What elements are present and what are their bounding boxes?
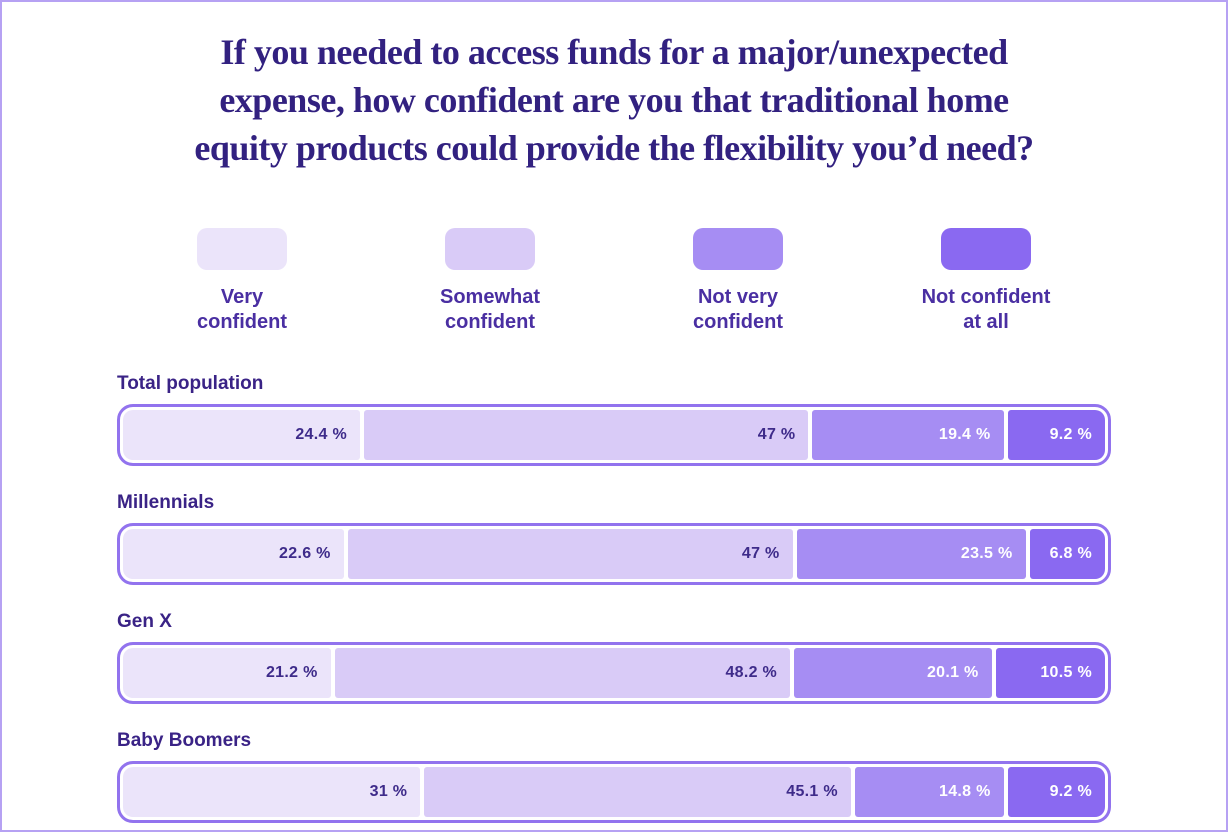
bar-segment-somewhat-confident: 48.2 % — [334, 648, 791, 698]
segment-value-label: 19.4 % — [938, 426, 991, 443]
segment-value-label: 6.8 % — [1049, 545, 1092, 562]
segment-value-label: 22.6 % — [279, 545, 331, 562]
segment-value-label: 9.2 % — [1049, 426, 1092, 443]
bar-segment-not-very-confident: 23.5 % — [796, 529, 1026, 579]
bar-segment-very-confident: 24.4 % — [123, 410, 360, 460]
segment-value-label: 23.5 % — [960, 545, 1013, 562]
legend-swatch — [445, 228, 535, 270]
legend-item-somewhat-confident: Somewhat confident — [410, 228, 570, 335]
stacked-bar-chart: Total population 24.4 % 47 % 19.4 % 9.2 … — [117, 372, 1111, 823]
segment-value-label: 47 % — [757, 426, 796, 443]
bar-segment-not-very-confident: 19.4 % — [812, 410, 1004, 460]
segment-value-label: 21.2 % — [265, 664, 318, 681]
stacked-bar: 31 % 45.1 % 14.8 % 9.2 % — [117, 761, 1111, 823]
legend-swatch — [693, 228, 783, 270]
bar-segment-not-confident-at-all: 9.2 % — [1007, 767, 1106, 817]
chart-title: If you needed to access funds for a majo… — [2, 2, 1226, 172]
bar-row-millennials: Millennials 22.6 % 47 % 23.5 % 6.8 % — [117, 491, 1111, 585]
segment-value-label: 9.2 % — [1049, 783, 1093, 800]
legend-label: Somewhat confident — [439, 286, 541, 333]
bar-segment-not-very-confident: 20.1 % — [794, 648, 992, 698]
bar-row-label: Millennials — [117, 492, 215, 513]
segment-value-label: 45.1 % — [786, 783, 838, 800]
bar-row-total-population: Total population 24.4 % 47 % 19.4 % 9.2 … — [117, 372, 1111, 466]
segment-value-label: 24.4 % — [295, 426, 347, 443]
bar-segment-not-very-confident: 14.8 % — [854, 767, 1004, 817]
bar-row-label: Gen X — [117, 611, 172, 632]
bar-segment-very-confident: 21.2 % — [123, 648, 331, 698]
bar-segment-somewhat-confident: 45.1 % — [424, 767, 851, 817]
segment-value-label: 14.8 % — [939, 783, 991, 800]
bar-segment-very-confident: 22.6 % — [123, 529, 344, 579]
chart-title-line: equity products could provide the flexib… — [194, 128, 1034, 168]
stacked-bar: 21.2 % 48.2 % 20.1 % 10.5 % — [117, 642, 1111, 704]
bar-row-label: Total population — [117, 373, 264, 394]
segment-value-label: 48.2 % — [725, 664, 778, 681]
segment-value-label: 10.5 % — [1040, 664, 1092, 681]
bar-row-baby-boomers: Baby Boomers 31 % 45.1 % 14.8 % 9.2 % — [117, 729, 1111, 823]
bar-segment-very-confident: 31 % — [123, 767, 421, 817]
bar-segment-not-confident-at-all: 10.5 % — [995, 648, 1105, 698]
segment-value-label: 31 % — [369, 783, 408, 800]
legend-label: Not very confident — [693, 286, 783, 333]
bar-row-label: Baby Boomers — [117, 730, 252, 751]
bar-row-gen-x: Gen X 21.2 % 48.2 % 20.1 % 10.5 % — [117, 610, 1111, 704]
bar-segment-not-confident-at-all: 9.2 % — [1007, 410, 1105, 460]
legend-label: Very confident — [197, 286, 287, 333]
legend-label: Not confident at all — [921, 286, 1051, 333]
stacked-bar: 24.4 % 47 % 19.4 % 9.2 % — [117, 404, 1111, 466]
stacked-bar: 22.6 % 47 % 23.5 % 6.8 % — [117, 523, 1111, 585]
segment-value-label: 20.1 % — [926, 664, 979, 681]
legend-item-very-confident: Very confident — [162, 228, 322, 335]
bar-segment-somewhat-confident: 47 % — [363, 410, 809, 460]
bar-segment-somewhat-confident: 47 % — [347, 529, 793, 579]
legend-swatch — [941, 228, 1031, 270]
legend: Very confident Somewhat confident Not ve… — [2, 228, 1226, 335]
chart-title-line: If you needed to access funds for a majo… — [220, 32, 1008, 72]
chart-title-line: expense, how confident are you that trad… — [219, 80, 1009, 120]
bar-segment-not-confident-at-all: 6.8 % — [1029, 529, 1105, 579]
legend-item-not-very-confident: Not very confident — [658, 228, 818, 335]
segment-value-label: 47 % — [741, 545, 780, 562]
legend-swatch — [197, 228, 287, 270]
legend-item-not-confident-at-all: Not confident at all — [906, 228, 1066, 335]
